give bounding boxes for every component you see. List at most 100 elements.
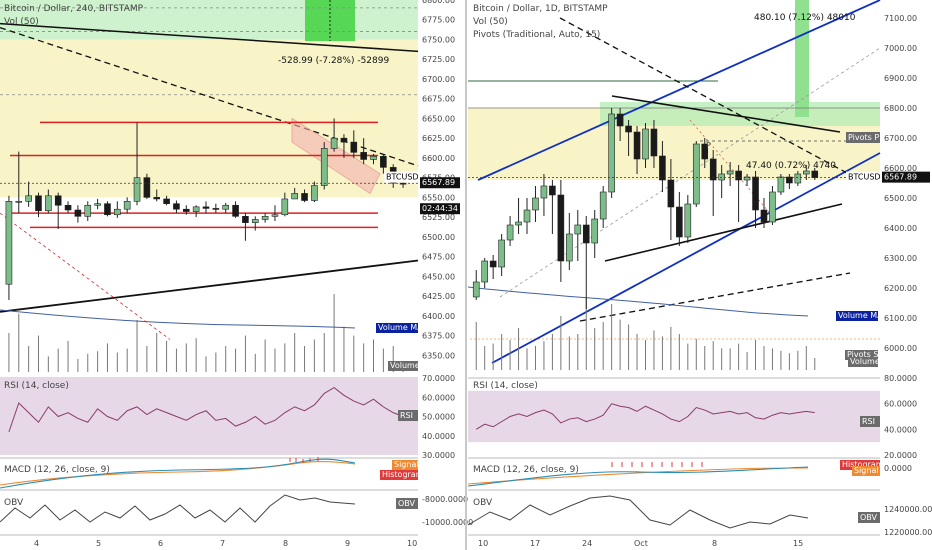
candle-body [251,219,259,223]
candle [803,165,810,180]
candle [380,153,387,174]
candle [271,205,279,222]
measure-mid-label: 47.40 (0.72%) 4740 [746,161,836,171]
candle-body [752,176,759,211]
svg-text:30.0000: 30.0000 [422,451,455,460]
candle [718,165,725,198]
y-tick-label: 6700.00 [422,75,455,84]
candle-body [291,193,298,200]
candle [311,181,318,203]
x-tick-label: 5 [96,539,101,548]
price-badge[interactable]: 6567.89 [420,177,460,189]
svg-text:40.0000: 40.0000 [884,425,917,434]
pivots-s4-badge[interactable]: Pivots S4 [845,350,884,360]
y-tick-label: 6800.00 [422,0,455,5]
pivots-p-badge-text: Pivots P [848,133,879,142]
x-tick-label: Oct [634,539,648,548]
candle-body [202,206,210,209]
signal-badge[interactable]: Signal [392,460,419,470]
candle-body [123,201,131,210]
target-zone-right [600,102,880,126]
volume-badge[interactable]: Volume [388,361,420,371]
rsi-badge[interactable]: RSI [398,410,418,421]
svg-text:50.0000: 50.0000 [422,413,455,422]
price-badge[interactable]: 6567.89 [882,171,930,183]
candle [261,213,269,223]
signal-badge-bg [392,460,418,470]
candle [659,141,666,192]
candle-body [330,137,338,149]
candle-body [320,148,328,186]
candle-body [35,195,42,212]
signal-badge[interactable]: Signal [852,466,880,476]
y-tick-label: 7000.00 [884,44,917,53]
candle-body [566,233,573,262]
x-tick-label: 17 [530,539,540,548]
candle-body [498,239,505,268]
histogram-badge[interactable]: Histogram [380,470,424,480]
support-line [604,203,843,262]
pane-separator[interactable] [465,0,467,550]
candle [523,198,531,234]
rsi-badge-text: RSI [862,417,875,426]
candle-body [114,208,121,216]
y-tick-label: 6425.00 [422,292,455,301]
volume-ma-badge[interactable]: Volume MA [376,323,423,333]
signal-badge-text: Signal [394,460,419,469]
y-tick-label: 6475.00 [422,253,455,262]
candle-body [599,191,607,220]
y-tick-label: 7100.00 [884,14,917,23]
y-tick-label: 6100.00 [884,314,917,323]
volume-badge[interactable]: Volume [848,357,880,367]
rsi-badge-bg [860,416,880,427]
pivot-letter: P [706,141,711,150]
y-tick-label: 6525.00 [422,213,455,222]
candle [786,174,793,189]
candle [667,159,675,240]
candle-body [94,203,101,206]
histogram-badge-bg [380,470,418,480]
macd-line [0,458,356,489]
x-tick-label: 7 [220,539,225,548]
obv-badge[interactable]: OBV [858,512,880,523]
candle-body [659,155,666,181]
candle [498,234,505,276]
measure-top-label: 480.10 (7.12%) 48010 [754,13,856,23]
x-tick-label: 10 [478,539,488,548]
candle [192,205,200,218]
y-tick-label: 6350.00 [422,351,455,360]
candle-body [794,173,802,184]
vol-label: Vol (50) [473,17,508,27]
candle [794,171,802,186]
candle-body [591,218,599,244]
pivots-p-badge[interactable]: Pivots P [846,132,880,143]
candle-body [709,158,717,181]
symbol-badge[interactable]: BTCUSD [384,171,419,183]
candle [769,186,776,225]
candle [54,192,62,229]
downtrend-dashed [559,17,861,181]
candle-body [726,170,734,175]
symbol-badge[interactable]: BTCUSD [846,171,881,183]
svg-text:0.0000: 0.0000 [884,464,912,473]
svg-text:-8000.0000: -8000.0000 [422,495,468,504]
time-badge[interactable]: 02:44:34 [420,203,460,215]
volume-ma-badge-text: Volume MA [838,311,883,320]
candle-body [399,182,407,185]
volume-ma-badge[interactable]: Volume MA [836,311,883,321]
rsi-badge[interactable]: RSI [860,416,880,427]
obv-line [467,495,809,529]
y-tick-label: 6300.00 [884,254,917,263]
trendline-support [0,259,419,313]
measure-box-right [795,0,809,117]
histogram-badge[interactable]: Histogram [840,460,884,470]
signal-badge-bg [852,466,880,476]
candle-body [84,204,92,217]
obv-badge-text: OBV [398,499,416,508]
candle [301,189,308,203]
obv-badge[interactable]: OBV [396,498,418,509]
time-badge-bg [420,203,460,215]
y-tick-label: 6550.00 [422,193,455,202]
candle-body [5,201,13,285]
y-tick-label: 6725.00 [422,55,455,64]
